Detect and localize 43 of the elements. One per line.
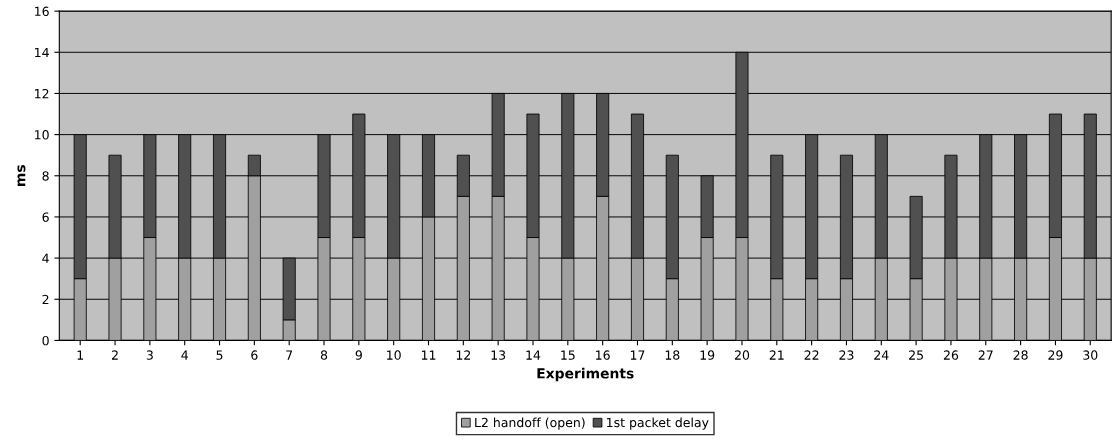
x-tick-label: 14 xyxy=(526,350,541,360)
x-tick-label: 23 xyxy=(839,350,854,360)
x-tick-label: 13 xyxy=(491,350,506,360)
x-tick-label: 28 xyxy=(1013,350,1028,360)
x-tick-label: 8 xyxy=(320,350,328,360)
y-tick-label: 6 xyxy=(42,212,49,222)
x-tick-label: 16 xyxy=(596,350,610,360)
y-tick-label: 14 xyxy=(35,47,49,58)
x-tick-label: 25 xyxy=(909,350,923,360)
y-tick-label: 8 xyxy=(42,171,49,181)
x-tick-label: 20 xyxy=(734,350,750,360)
x-tick-label: 29 xyxy=(1048,350,1063,360)
x-tick-label: 12 xyxy=(456,350,471,360)
y-tick-label: 4 xyxy=(42,253,49,263)
y-tick-label: 12 xyxy=(35,88,49,99)
y-tick-label: 10 xyxy=(35,130,49,140)
x-tick-label: 1 xyxy=(77,350,84,360)
x-tick-label: 24 xyxy=(874,350,889,360)
x-tick-label: 2 xyxy=(111,350,118,360)
x-tick-label: 22 xyxy=(804,350,819,360)
x-tick-label: 11 xyxy=(421,350,436,360)
y-tick-label: 0 xyxy=(42,335,49,346)
y-tick-label: 2 xyxy=(42,294,49,305)
x-axis-title: Experiments xyxy=(537,367,634,382)
x-tick-label: 21 xyxy=(769,350,784,360)
y-axis-title: ms xyxy=(17,165,26,186)
x-tick-label: 6 xyxy=(251,350,258,360)
x-tick-label: 17 xyxy=(630,350,645,360)
x-tick-label: 18 xyxy=(665,350,680,360)
x-tick-label: 27 xyxy=(978,350,993,360)
x-tick-label: 3 xyxy=(146,350,153,360)
x-tick-label: 4 xyxy=(181,350,188,360)
x-tick-label: 19 xyxy=(700,350,715,360)
legend-label: 1st packet delay xyxy=(607,417,709,430)
x-tick-label: 26 xyxy=(943,350,959,360)
x-tick-label: 10 xyxy=(387,350,401,360)
x-tick-label: 5 xyxy=(216,350,223,360)
x-tick-label: 30 xyxy=(1083,350,1098,360)
x-tick-label: 15 xyxy=(561,350,575,360)
legend-label: L2 handoff (open) xyxy=(475,417,585,430)
x-tick-label: 7 xyxy=(286,350,293,360)
x-tick-label: 9 xyxy=(355,350,362,360)
y-tick-label: 16 xyxy=(35,6,49,17)
